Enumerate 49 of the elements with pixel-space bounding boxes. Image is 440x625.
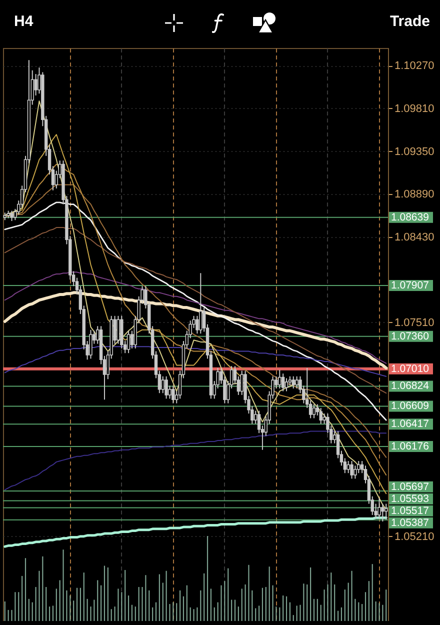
ref-line-label: 1.06609 (391, 400, 430, 412)
y-tick-label: 1.09350 (394, 146, 434, 158)
candlestick (89, 329, 92, 360)
y-tick-label: 1.05210 (394, 530, 434, 543)
line-series (4, 516, 388, 548)
candlestick (350, 460, 354, 480)
candlestick (161, 376, 164, 394)
line-series (4, 272, 387, 364)
ref-line-label: 1.07360 (391, 330, 430, 342)
candlestick (312, 404, 316, 419)
y-tick-label: 1.10270 (394, 60, 434, 72)
candlestick (381, 503, 384, 522)
ref-line-label: 1.05593 (391, 492, 430, 505)
candlestick (295, 376, 298, 389)
candlestick (278, 369, 282, 389)
line-series (4, 430, 387, 490)
y-tick-label: 1.08430 (394, 231, 434, 244)
ref-line-label: 1.05517 (391, 504, 430, 517)
text: Trade (390, 13, 430, 31)
ref-line-label: 1.07907 (391, 279, 430, 292)
candlestick (199, 272, 202, 334)
ref-line-label: 1.05387 (391, 516, 430, 529)
y-tick-label: 1.07510 (394, 316, 434, 329)
ref-line-label: 1.05697 (391, 480, 430, 493)
y-tick-label: 1.08890 (394, 188, 434, 201)
candlestick (354, 465, 357, 480)
candlestick (319, 407, 322, 424)
candlestick (116, 315, 120, 344)
candlestick (164, 376, 168, 400)
ref-line-label: 1.06824 (391, 380, 430, 392)
y-tick-label: 1.09810 (394, 102, 434, 115)
candlestick (284, 378, 288, 392)
line-series (4, 202, 387, 421)
candlestick (292, 376, 295, 389)
chart-title: H4 (14, 13, 34, 31)
line-series (4, 227, 387, 394)
candlestick (10, 210, 14, 222)
candlestick (172, 385, 175, 404)
candlestick (346, 460, 350, 474)
candlestick (196, 315, 199, 334)
ref-line-label: 1.08639 (391, 211, 430, 224)
ref-line-label: 1.06417 (391, 418, 430, 430)
candlestick (281, 373, 285, 392)
candlestick (378, 498, 381, 520)
candlestick (126, 330, 130, 354)
ref-line-label: 1.06176 (391, 440, 430, 452)
line-series (3, 291, 388, 370)
candlestick (384, 503, 388, 520)
ref-line-label: 1.07010 (391, 362, 430, 375)
